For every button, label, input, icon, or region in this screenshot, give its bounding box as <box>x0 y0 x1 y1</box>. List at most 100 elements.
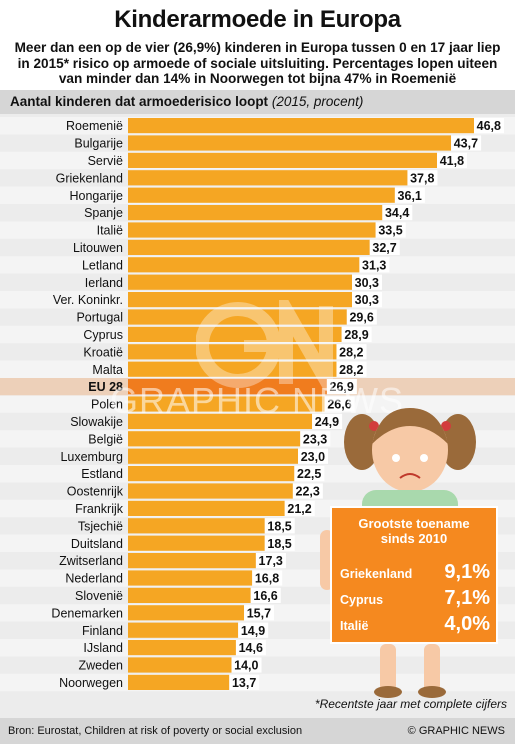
value-label-background <box>255 553 286 569</box>
bar <box>128 257 360 273</box>
callout-country: Griekenland <box>340 567 413 581</box>
value-label-background <box>359 257 390 273</box>
value-label-background <box>407 170 438 186</box>
bar <box>128 326 342 342</box>
bar <box>128 448 299 464</box>
value-label: 30,3 <box>355 276 379 290</box>
category-label: Litouwen <box>73 241 123 255</box>
category-label: IJsland <box>83 641 123 655</box>
category-label: Finland <box>82 624 123 638</box>
category-label: Nederland <box>65 572 123 586</box>
category-label: Kroatië <box>83 345 123 359</box>
value-label-background <box>336 344 367 360</box>
value-label: 14,9 <box>241 624 265 638</box>
callout-row: Cyprus 7,1% <box>340 584 490 610</box>
bar <box>128 605 245 621</box>
axis-title-band: Aantal kinderen dat armoederisico loopt … <box>0 90 515 114</box>
value-label-background <box>474 118 504 134</box>
callout-country: Italië <box>340 619 369 633</box>
value-label: 14,0 <box>234 659 258 673</box>
value-label-background <box>250 587 281 603</box>
category-label: Denemarken <box>51 606 123 620</box>
graphic-news-logo <box>195 283 346 407</box>
value-label: 18,5 <box>267 519 291 533</box>
value-label: 14,6 <box>239 641 263 655</box>
bar <box>128 187 395 203</box>
bar <box>128 222 376 238</box>
value-label: 22,5 <box>297 467 321 481</box>
value-label: 26,9 <box>330 380 354 394</box>
value-label: 13,7 <box>232 676 256 690</box>
value-label-background <box>346 309 377 325</box>
callout-heading: Grootste toename sinds 2010 <box>332 516 496 546</box>
category-label: Bulgarije <box>74 137 123 151</box>
value-label: 31,3 <box>362 258 386 272</box>
value-label: 28,9 <box>344 328 368 342</box>
source-text: Bron: Eurostat, Children at risk of pove… <box>8 725 303 737</box>
bar <box>128 622 239 638</box>
value-label-background <box>451 135 482 151</box>
category-label: Griekenland <box>56 171 123 185</box>
category-label: Zweden <box>79 659 124 673</box>
category-label: Polen <box>91 398 123 412</box>
value-label-background <box>369 239 400 255</box>
category-label: Oostenrijk <box>67 485 124 499</box>
source-band: Bron: Eurostat, Children at risk of pove… <box>0 718 515 744</box>
category-label: Spanje <box>84 206 123 220</box>
category-label: België <box>88 432 123 446</box>
axis-unit: (2015, procent) <box>271 94 364 109</box>
bar <box>128 587 251 603</box>
category-label: Noorwegen <box>59 676 123 690</box>
value-label: 29,6 <box>349 311 373 325</box>
value-label: 41,8 <box>440 154 464 168</box>
value-label-background <box>252 570 283 586</box>
value-label: 22,3 <box>296 485 320 499</box>
callout-board: Grootste toename sinds 2010 Griekenland 9… <box>330 506 498 644</box>
value-label-background <box>284 500 315 516</box>
category-label: Estland <box>81 467 123 481</box>
value-label: 32,7 <box>372 241 396 255</box>
value-label: 23,0 <box>301 450 325 464</box>
bar <box>128 361 337 377</box>
category-label: Frankrijk <box>75 502 124 516</box>
category-label: Cyprus <box>83 328 123 342</box>
value-label-background <box>292 483 323 499</box>
value-label-background <box>231 657 262 673</box>
value-label: 16,8 <box>255 572 279 586</box>
value-label: 16,6 <box>253 589 277 603</box>
footnote: *Recentste jaar met complete cijfers <box>314 697 507 711</box>
value-label-background <box>324 396 355 412</box>
value-label-background <box>264 518 295 534</box>
bar <box>128 205 383 221</box>
value-label: 28,2 <box>339 363 363 377</box>
value-label-background <box>326 379 357 395</box>
value-label-background <box>312 413 343 429</box>
value-label-background <box>341 326 372 342</box>
callout-value: 9,1% <box>444 561 490 583</box>
value-label-background <box>238 622 269 638</box>
callout-row: Griekenland 9,1% <box>340 558 490 584</box>
axis-title: Aantal kinderen dat armoederisico loopt … <box>10 94 363 109</box>
category-label: Slowakije <box>70 415 123 429</box>
bar <box>128 483 293 499</box>
value-label: 33,5 <box>378 224 402 238</box>
bar <box>128 396 325 412</box>
watermark-text: GRAPHIC NEWS <box>110 380 405 421</box>
value-label-background <box>294 466 325 482</box>
copyright: © GRAPHIC NEWS <box>407 725 505 737</box>
category-label: Ver. Koninkr. <box>53 293 123 307</box>
value-label: 46,8 <box>477 119 501 133</box>
category-label: Roemenië <box>66 119 123 133</box>
value-label: 28,2 <box>339 345 363 359</box>
value-label-background <box>375 222 406 238</box>
page-title: Kinderarmoede in Europa <box>114 6 401 33</box>
value-label-background <box>235 640 266 656</box>
value-label-background <box>437 152 468 168</box>
value-label-background <box>229 674 260 690</box>
bar <box>128 535 265 551</box>
category-label: Portugal <box>76 311 123 325</box>
value-label: 30,3 <box>355 293 379 307</box>
value-label: 37,8 <box>410 171 434 185</box>
value-label: 21,2 <box>287 502 311 516</box>
category-label: Italië <box>97 224 123 238</box>
